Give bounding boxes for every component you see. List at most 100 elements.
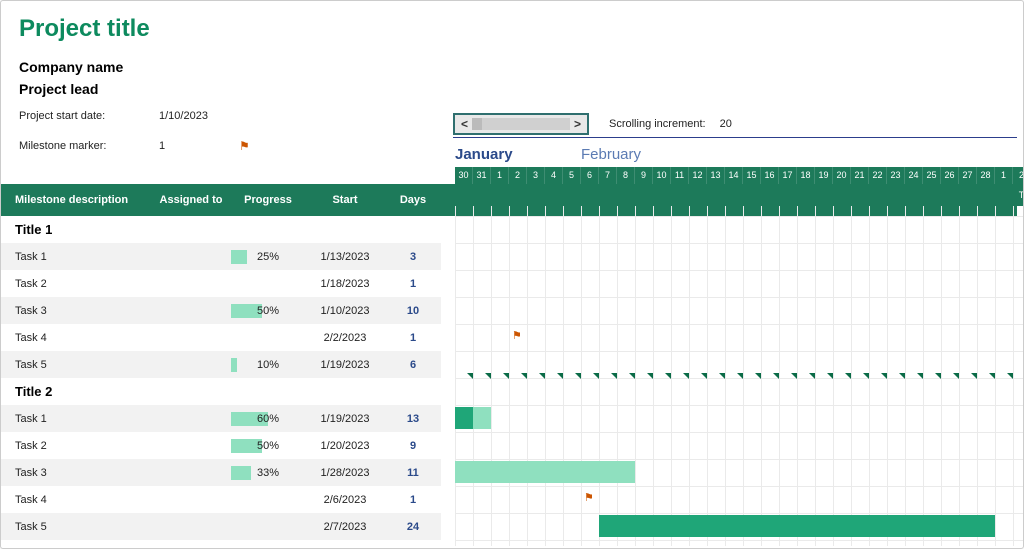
task-name: Task 2 (1, 278, 151, 290)
task-name: Task 1 (1, 413, 151, 425)
col-start: Start (305, 194, 385, 206)
task-progress (231, 274, 305, 294)
task-progress: 25% (231, 247, 305, 267)
task-row[interactable]: Task 5 10%1/19/20236 (1, 351, 441, 378)
col-days: Days (385, 194, 441, 206)
task-progress: 50% (231, 301, 305, 321)
chevron-right-icon[interactable]: > (574, 117, 581, 131)
gantt-spreadsheet: Project title Company name Project lead … (0, 0, 1024, 549)
month-labels: January February (455, 146, 641, 163)
scrolling-increment-value[interactable]: 20 (720, 118, 732, 130)
day-number: 19 (815, 167, 833, 184)
task-row[interactable]: Task 1 60%1/19/202313 (1, 405, 441, 432)
gantt-bar-progress (455, 407, 473, 429)
section-title-row: Title 2 (1, 378, 441, 405)
gantt-bar[interactable] (455, 461, 635, 483)
month-january: January (455, 146, 581, 163)
task-name: Task 4 (1, 332, 151, 344)
task-start-date: 1/18/2023 (305, 278, 385, 290)
day-number: 17 (779, 167, 797, 184)
task-progress (231, 328, 305, 348)
day-number: 7 (599, 167, 617, 184)
day-number: 26 (941, 167, 959, 184)
day-number: 2 (1013, 167, 1024, 184)
task-progress (231, 490, 305, 510)
task-progress: 60% (231, 409, 305, 429)
task-start-date: 1/10/2023 (305, 305, 385, 317)
task-name: Task 3 (1, 467, 151, 479)
task-progress: 50% (231, 436, 305, 456)
task-start-date: 1/28/2023 (305, 467, 385, 479)
task-row[interactable]: Task 42/6/20231 (1, 486, 441, 513)
task-name: Task 5 (1, 359, 151, 371)
day-number: 18 (797, 167, 815, 184)
task-days: 24 (385, 521, 441, 533)
day-number: 16 (761, 167, 779, 184)
section-title: Title 1 (1, 222, 151, 237)
milestone-flag-icon: ⚑ (512, 329, 522, 342)
day-number: 31 (473, 167, 491, 184)
day-number: 12 (689, 167, 707, 184)
task-days: 1 (385, 332, 441, 344)
task-row[interactable]: Task 333%1/28/202311 (1, 459, 441, 486)
day-number: 27 (959, 167, 977, 184)
day-number: 25 (923, 167, 941, 184)
day-number: 21 (851, 167, 869, 184)
scrolling-increment-label: Scrolling increment: (609, 118, 706, 130)
task-name: Task 2 (1, 440, 151, 452)
task-name: Task 1 (1, 251, 151, 263)
chevron-left-icon[interactable]: < (461, 117, 468, 131)
day-number: 3 (527, 167, 545, 184)
milestone-flag-icon: ⚑ (584, 491, 594, 504)
day-number: 5 (563, 167, 581, 184)
task-days: 10 (385, 305, 441, 317)
task-row[interactable]: Task 250%1/20/20239 (1, 432, 441, 459)
task-start-date: 1/20/2023 (305, 440, 385, 452)
day-number: 22 (869, 167, 887, 184)
task-name: Task 5 (1, 521, 151, 533)
task-days: 6 (385, 359, 441, 371)
company-name: Company name (1, 51, 1023, 75)
task-row[interactable]: Task 4 2/2/20231 (1, 324, 441, 351)
day-number: 15 (743, 167, 761, 184)
task-row[interactable]: Task 2 1/18/20231 (1, 270, 441, 297)
project-title: Project title (1, 1, 1023, 51)
task-progress: 10% (231, 355, 305, 375)
start-date-value[interactable]: 1/10/2023 (159, 110, 239, 122)
col-assigned-to: Assigned to (151, 194, 231, 206)
scroll-controls: < > Scrolling increment: 20 (453, 113, 732, 135)
day-number: 2 (509, 167, 527, 184)
task-progress (231, 517, 305, 537)
task-days: 11 (385, 467, 441, 479)
task-start-date: 1/19/2023 (305, 359, 385, 371)
section-title: Title 2 (1, 384, 151, 399)
gantt-bar[interactable] (599, 515, 995, 537)
task-days: 3 (385, 251, 441, 263)
milestone-marker-label: Milestone marker: (19, 140, 159, 152)
task-days: 1 (385, 278, 441, 290)
task-name: Task 3 (1, 305, 151, 317)
day-number: 14 (725, 167, 743, 184)
top-divider (453, 137, 1017, 138)
task-start-date: 2/6/2023 (305, 494, 385, 506)
task-row[interactable]: Task 125%1/13/20233 (1, 243, 441, 270)
day-number: 10 (653, 167, 671, 184)
day-number: 23 (887, 167, 905, 184)
milestone-marker-value[interactable]: 1 (159, 140, 239, 152)
task-days: 1 (385, 494, 441, 506)
day-number: 20 (833, 167, 851, 184)
task-days: 13 (385, 413, 441, 425)
task-start-date: 1/19/2023 (305, 413, 385, 425)
day-number: 6 (581, 167, 599, 184)
day-number: 8 (617, 167, 635, 184)
col-description: Milestone description (1, 194, 151, 206)
flag-icon: ⚑ (239, 139, 250, 153)
day-number: 1 (995, 167, 1013, 184)
start-date-label: Project start date: (19, 110, 159, 122)
task-start-date: 2/7/2023 (305, 521, 385, 533)
task-start-date: 2/2/2023 (305, 332, 385, 344)
task-row[interactable]: Task 3 50%1/10/202310 (1, 297, 441, 324)
scroll-slider[interactable]: < > (453, 113, 589, 135)
day-number: 13 (707, 167, 725, 184)
task-row[interactable]: Task 5 2/7/202324 (1, 513, 441, 540)
